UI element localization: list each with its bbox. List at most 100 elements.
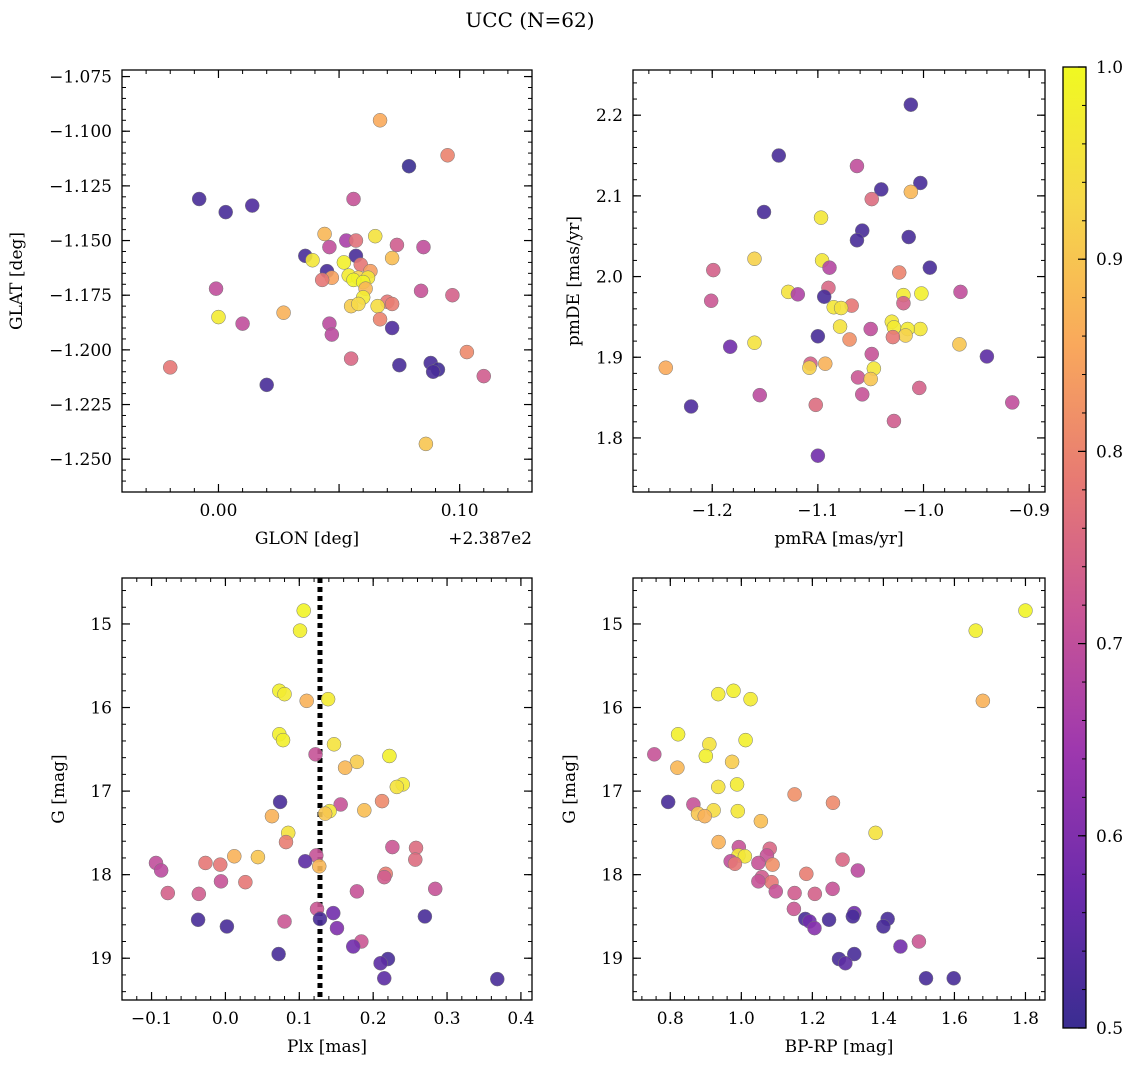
points-layer: [162, 113, 492, 452]
y-tick-label: 17: [601, 782, 623, 802]
data-point: [911, 934, 927, 949]
x-tick-label: −0.1: [131, 1009, 172, 1029]
y-tick-label: 2.1: [596, 187, 623, 207]
x-offset-label: +2.387e2: [448, 529, 532, 549]
x-tick-label: 0.1: [286, 1009, 313, 1029]
data-point: [768, 884, 784, 899]
data-point: [211, 309, 226, 325]
data-point: [751, 855, 766, 871]
data-point: [832, 319, 848, 334]
data-point: [384, 320, 400, 336]
data-point: [845, 909, 861, 924]
data-point: [747, 251, 762, 267]
data-point: [384, 250, 400, 266]
data-point: [292, 623, 308, 638]
data-point: [370, 298, 385, 314]
points-layer: [647, 603, 1033, 986]
data-point: [250, 849, 266, 865]
y-axis-label: G [mag]: [560, 754, 580, 823]
data-point: [314, 272, 330, 288]
y-tick-label: 18: [90, 866, 112, 886]
data-point: [427, 881, 443, 897]
data-point: [297, 854, 313, 869]
data-point: [706, 262, 721, 278]
data-point: [751, 874, 766, 889]
data-point: [953, 284, 968, 300]
data-point: [722, 339, 738, 355]
data-point: [296, 603, 311, 618]
x-tick-label: 0.0: [212, 1009, 239, 1029]
data-point: [490, 971, 505, 987]
data-point: [711, 834, 726, 850]
data-point: [863, 371, 878, 387]
data-point: [912, 380, 927, 396]
data-point: [743, 691, 758, 707]
data-point: [922, 260, 938, 275]
y-tick-label: −1.200: [49, 341, 112, 361]
data-point: [747, 335, 762, 350]
data-point: [160, 885, 176, 901]
data-point: [729, 777, 745, 792]
data-point: [816, 289, 832, 304]
data-point: [349, 884, 365, 899]
data-point: [885, 329, 901, 345]
data-point: [425, 364, 441, 379]
data-point: [838, 955, 853, 971]
colorbar-tick-label: 0.5: [1096, 1019, 1123, 1039]
points-layer: [148, 578, 505, 1000]
data-point: [670, 727, 686, 742]
data-point: [372, 113, 388, 128]
data-point: [299, 693, 314, 709]
panel-bprp-g: 0.8 1.0 1.2 1.4 1.6 1.8 15 16 17 18 19 BP-RP [mag] G…: [560, 577, 1046, 1057]
data-point: [317, 226, 332, 242]
data-point: [276, 305, 291, 320]
x-tick-label: 0.3: [434, 1009, 461, 1029]
data-point: [385, 839, 400, 855]
data-point: [389, 779, 405, 795]
x-axis-label: GLON [deg]: [255, 529, 359, 549]
plot-frame: [632, 69, 1046, 493]
data-point: [311, 859, 327, 874]
data-point: [979, 349, 995, 364]
data-point: [850, 370, 866, 385]
data-point: [213, 874, 229, 889]
data-point: [384, 296, 400, 312]
data-point: [308, 747, 323, 762]
data-point: [868, 825, 883, 841]
data-point: [864, 346, 879, 362]
y-axis-label: G [mag]: [49, 754, 69, 823]
panel-pmra-pmde: −1.2 −1.1 −1.0 −0.9 1.8 1.9 2.0 2.1 2.2 pmRA [mas…: [564, 69, 1050, 549]
data-point: [272, 794, 288, 810]
data-point: [849, 233, 865, 248]
data-point: [703, 293, 719, 309]
data-point: [416, 239, 431, 255]
data-point: [389, 237, 405, 253]
data-point: [238, 874, 253, 890]
data-point: [367, 228, 383, 244]
panel-glon-glat: 0.00 0.10 −1.075 −1.100 −1.125 −1.150 −1.175 −1…: [7, 68, 533, 549]
y-tick-label: 18: [601, 866, 623, 886]
figure-title: UCC (N=62): [465, 8, 594, 32]
data-point: [896, 295, 911, 311]
x-tick-label: 1.8: [1012, 1009, 1039, 1029]
data-point: [891, 265, 907, 280]
data-point: [825, 795, 841, 811]
x-tick-label: 0.00: [200, 501, 238, 521]
y-axis-label: GLAT [deg]: [7, 232, 27, 330]
data-point: [377, 971, 392, 986]
x-tick-label: 0.8: [657, 1009, 684, 1029]
y-tick-label: −1.175: [49, 286, 112, 306]
data-point: [787, 885, 802, 901]
data-point: [753, 813, 769, 829]
data-point: [1018, 603, 1033, 618]
data-point: [670, 760, 685, 775]
y-tick-label: 16: [90, 699, 112, 719]
data-point: [336, 255, 352, 270]
data-point: [345, 939, 361, 954]
data-point: [835, 852, 850, 867]
data-point: [190, 912, 206, 928]
data-point: [903, 97, 919, 112]
data-point: [259, 377, 274, 393]
data-point: [901, 229, 916, 245]
data-point: [329, 920, 345, 936]
